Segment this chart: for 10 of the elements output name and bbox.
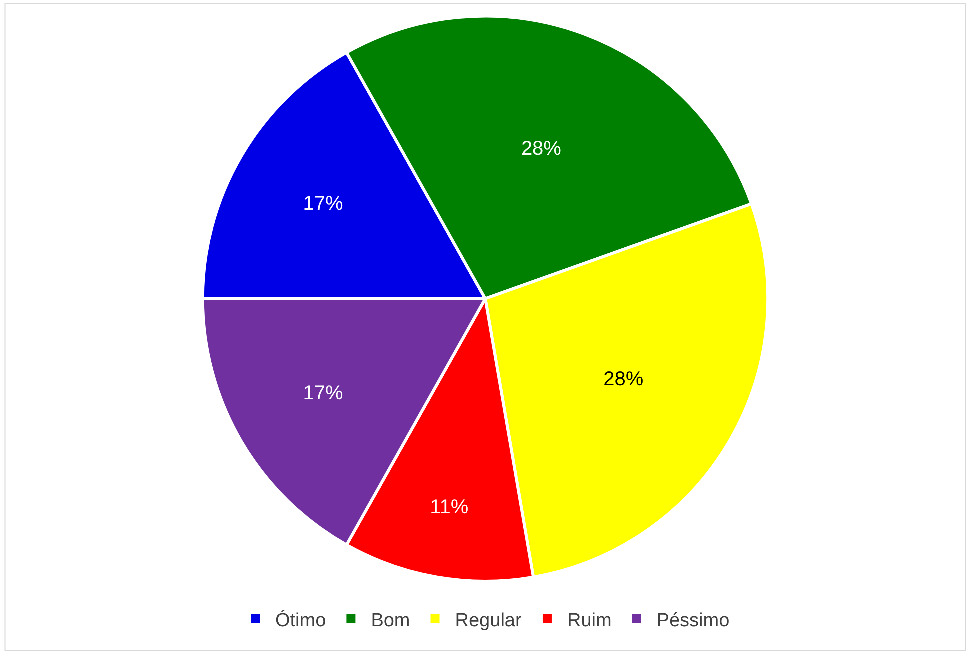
legend-label: Ótimo xyxy=(276,609,326,632)
legend-label: Ruim xyxy=(567,610,612,632)
data-label: 28% xyxy=(604,368,644,391)
data-label: 11% xyxy=(430,496,469,518)
legend-label: Péssimo xyxy=(656,610,730,632)
data-label: 17% xyxy=(303,382,344,405)
data-label: 17% xyxy=(303,193,344,216)
data-label: 28% xyxy=(521,138,562,160)
legend-label: Regular xyxy=(455,610,522,632)
legend-label: Bom xyxy=(371,610,410,632)
